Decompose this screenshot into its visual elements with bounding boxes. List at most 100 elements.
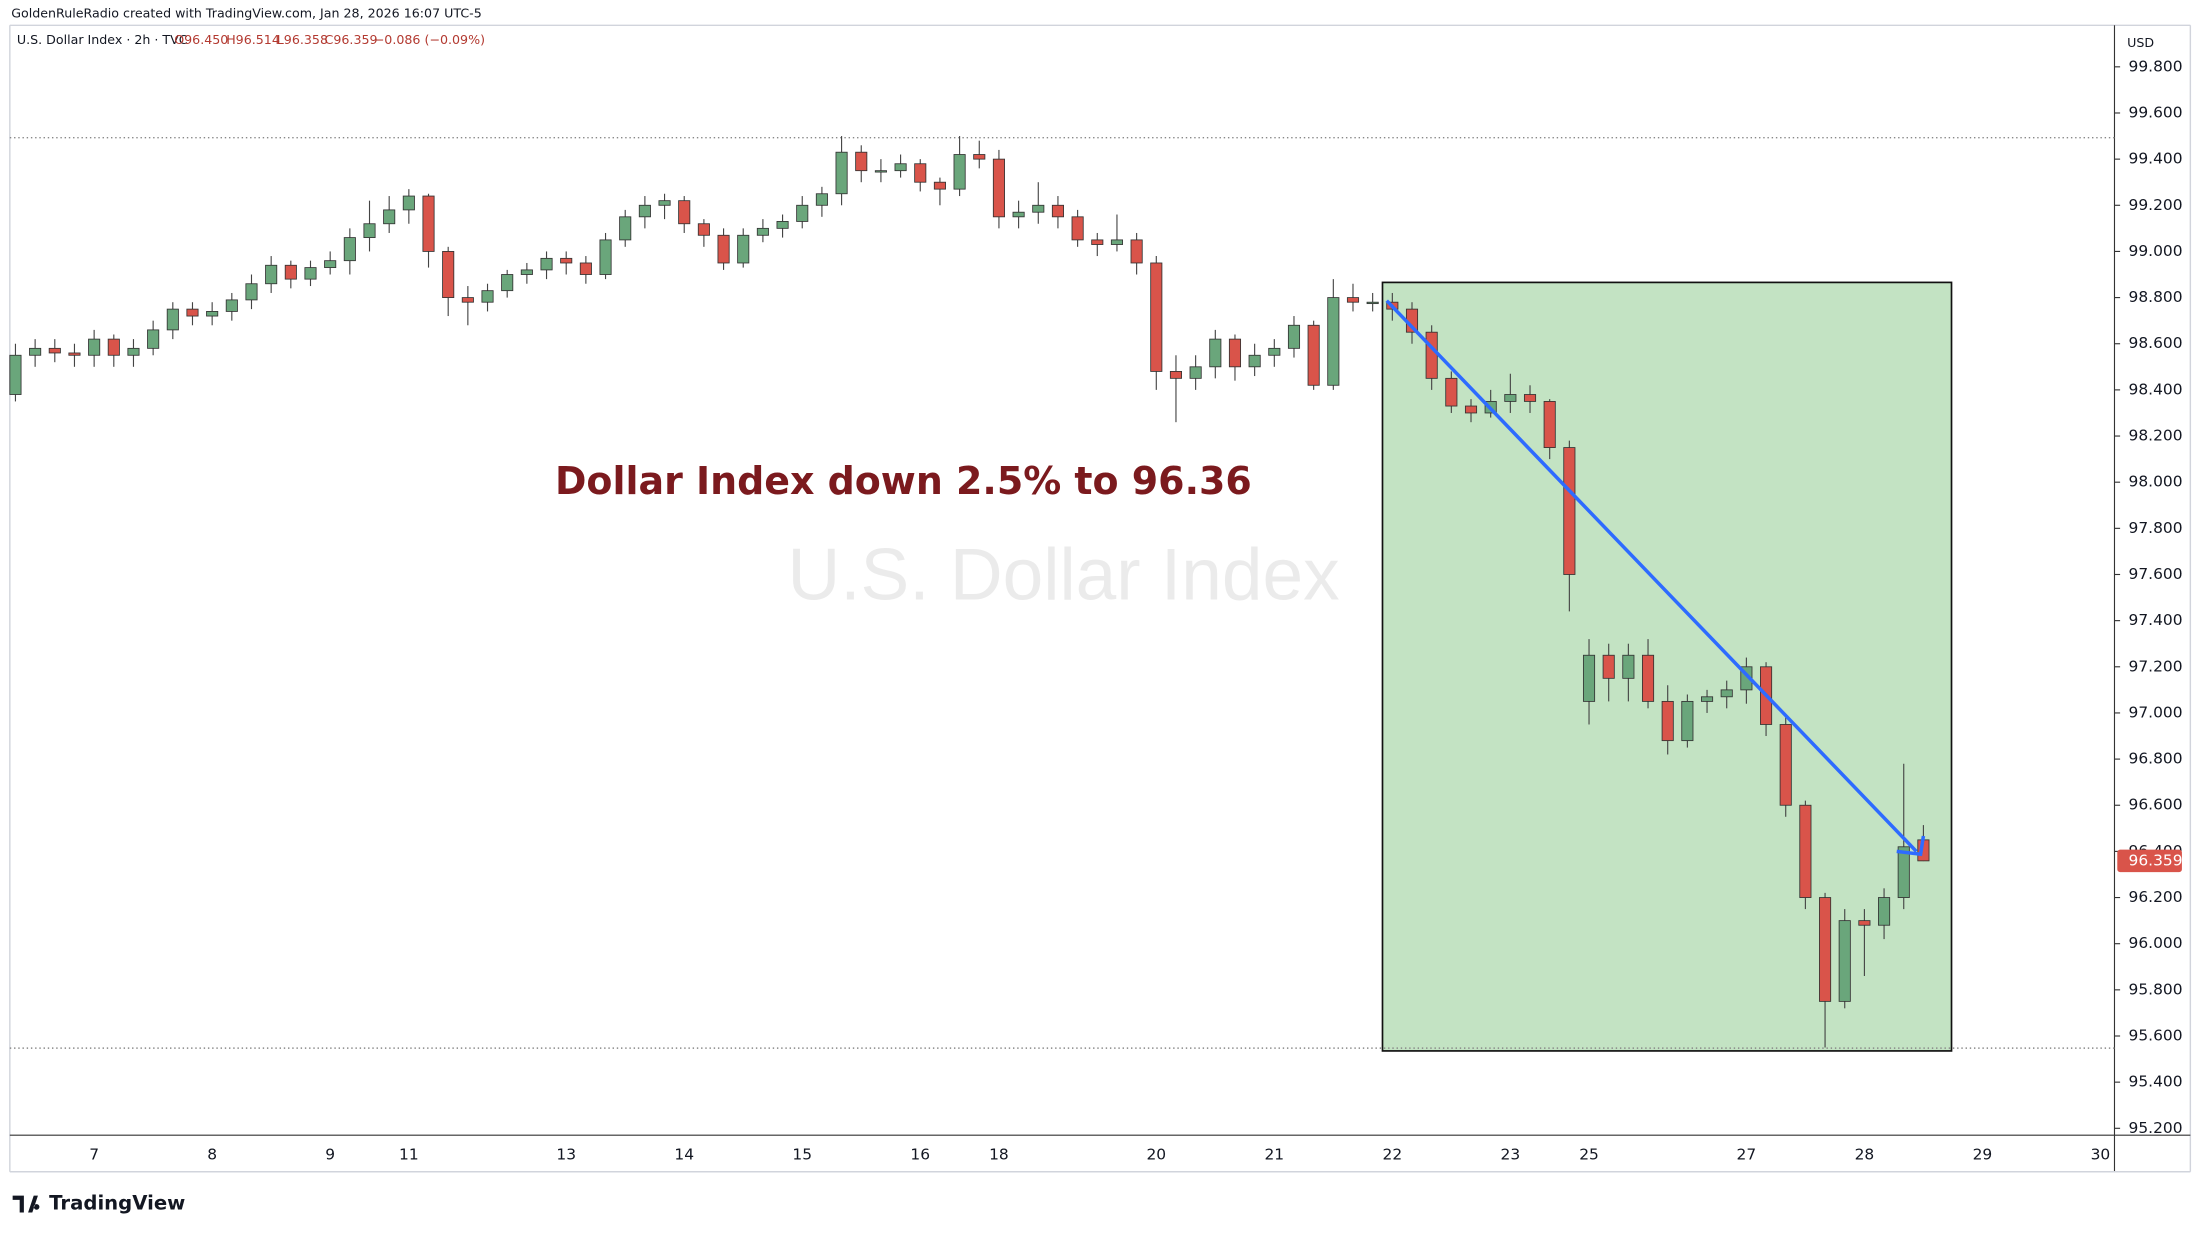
candle-body — [1661, 700, 1674, 742]
candle-body — [1307, 324, 1320, 386]
y-tick-label: 99.600 — [2129, 103, 2183, 121]
candle-body — [265, 264, 278, 285]
candle-body — [1110, 239, 1123, 245]
candle-body — [68, 352, 81, 356]
highlight-box — [1381, 281, 1953, 1052]
candle-body — [501, 274, 514, 292]
candle-body — [245, 283, 258, 301]
y-tick-label: 98.000 — [2129, 473, 2183, 491]
annotation: Dollar Index down 2.5% to 96.36 — [555, 459, 1252, 503]
x-tick-label: 21 — [1264, 1145, 1284, 1163]
candle-body — [1445, 377, 1458, 407]
candle-body — [1641, 654, 1655, 702]
y-tick-label: 98.600 — [2129, 334, 2183, 352]
candle-body — [363, 223, 376, 239]
x-tick-label: 28 — [1855, 1145, 1875, 1163]
candle-body — [1051, 204, 1064, 218]
y-tick-label: 97.800 — [2129, 519, 2183, 537]
y-tick-label: 98.800 — [2129, 288, 2183, 306]
y-tick-label: 97.000 — [2129, 703, 2183, 721]
legend-high: H96.514 — [226, 32, 280, 47]
candle-body — [1327, 297, 1340, 386]
y-tick-label: 95.600 — [2129, 1027, 2183, 1045]
candle-body — [461, 297, 474, 303]
candle-body — [1346, 297, 1360, 303]
candle-body — [1425, 331, 1438, 379]
candle-body — [697, 223, 710, 236]
candle-body — [1897, 846, 1910, 898]
candle-body — [678, 200, 691, 225]
y-tick-label: 97.200 — [2129, 657, 2183, 675]
y-tick-label: 99.200 — [2129, 196, 2183, 214]
watermark: U.S. Dollar Index — [787, 535, 1339, 616]
candle-body — [1720, 689, 1733, 698]
candle-body — [855, 151, 868, 172]
y-tick-label: 96.000 — [2129, 934, 2183, 952]
y-tick-label: 96.200 — [2129, 888, 2183, 906]
x-tick-label: 9 — [325, 1145, 335, 1163]
x-tick-label: 30 — [2091, 1145, 2111, 1163]
x-tick-label: 13 — [556, 1145, 576, 1163]
candle-body — [1071, 216, 1084, 241]
candle-body — [540, 257, 553, 271]
candle-body — [1287, 324, 1301, 349]
candle-body — [383, 209, 396, 225]
x-tick-label: 16 — [910, 1145, 930, 1163]
legend-close: C96.359 — [325, 32, 378, 47]
candle-body — [9, 354, 22, 395]
x-tick-label: 23 — [1501, 1145, 1521, 1163]
candle-body — [186, 308, 199, 317]
candle-body — [1130, 239, 1143, 264]
candle-body — [1543, 401, 1556, 448]
candle-body — [953, 154, 966, 190]
y-unit: USD — [2127, 35, 2154, 50]
candle-body — [1464, 405, 1478, 414]
candle-body — [88, 338, 101, 356]
y-tick-label: 95.200 — [2129, 1119, 2183, 1137]
legend-open: O96.450 — [174, 32, 228, 47]
candle-body — [206, 311, 219, 317]
candle-body — [835, 151, 848, 195]
y-tick-label: 95.800 — [2129, 980, 2183, 998]
candle-body — [520, 269, 533, 275]
x-tick-label: 25 — [1579, 1145, 1599, 1163]
candle-body — [1582, 654, 1596, 702]
candle-body — [1878, 897, 1891, 926]
y-tick-label: 97.600 — [2129, 565, 2183, 583]
candle-body — [717, 234, 730, 264]
candle-body — [1268, 347, 1281, 356]
legend-change: −0.086 (−0.09%) — [374, 32, 485, 47]
candle-body — [1563, 447, 1576, 575]
candle-body — [48, 347, 61, 354]
candle-body — [658, 200, 671, 206]
candle-body — [1169, 371, 1183, 379]
candle-body — [894, 163, 907, 172]
x-tick-label: 8 — [207, 1145, 217, 1163]
candle-body — [166, 308, 179, 331]
x-tick-label: 27 — [1737, 1145, 1757, 1163]
x-tick-label: 18 — [989, 1145, 1009, 1163]
candle-body — [1012, 211, 1025, 218]
candle-body — [1504, 394, 1517, 402]
candle-body — [1248, 354, 1261, 368]
symbol: U.S. Dollar Index · 2h · TVC — [17, 32, 188, 47]
candle-body — [1228, 338, 1242, 368]
candle-body — [29, 347, 42, 356]
y-tick-label: 99.400 — [2129, 150, 2183, 168]
y-tick-label: 96.800 — [2129, 750, 2183, 768]
arrow-head — [1896, 835, 1926, 857]
candle-body — [973, 154, 986, 160]
candle-body — [1150, 262, 1163, 372]
candle-body — [481, 290, 494, 303]
candle-body — [579, 262, 592, 275]
candle-body — [1779, 724, 1792, 806]
x-tick-label: 7 — [89, 1145, 99, 1163]
candle-body — [756, 227, 769, 236]
candle-body — [147, 329, 160, 349]
candle-body — [324, 260, 337, 269]
candle-body — [402, 195, 415, 211]
candle-body — [638, 204, 651, 218]
candle-body — [737, 234, 750, 264]
